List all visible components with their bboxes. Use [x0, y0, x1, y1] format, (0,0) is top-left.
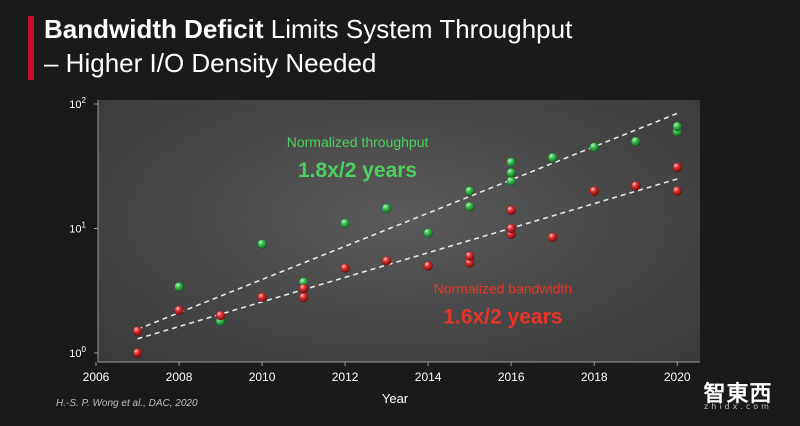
bandwidth-data-point: [672, 162, 683, 173]
bandwidth-growth-rate: 1.6x/2 years: [443, 306, 562, 329]
watermark-url: zhidx.com: [704, 402, 772, 411]
citation: H.-S. P. Wong et al., DAC, 2020: [56, 398, 198, 409]
throughput-series-label: Normalized throughput: [287, 134, 429, 150]
throughput-data-point: [381, 203, 392, 214]
title-rest: Limits System Throughput: [263, 14, 573, 44]
bandwidth-data-point: [464, 251, 475, 261]
y-tick-label: 100: [69, 345, 86, 360]
bandwidth-data-point: [423, 261, 433, 271]
bandwidth-data-point: [340, 263, 350, 274]
title-line-2: – Higher I/O Density Needed: [44, 48, 377, 78]
bandwidth-series-label: Normalized bandwidth: [434, 281, 573, 297]
throughput-growth-rate: 1.8x/2 years: [298, 159, 417, 182]
throughput-data-point: [630, 136, 641, 147]
bandwidth-data-point: [257, 292, 267, 303]
bandwidth-data-point: [506, 205, 517, 216]
bandwidth-data-point: [589, 186, 600, 196]
bandwidth-data-point: [672, 186, 683, 196]
throughput-data-point: [506, 176, 517, 187]
x-tick-label: 2012: [332, 370, 359, 384]
x-tick-label: 2014: [415, 370, 442, 384]
bandwidth-data-point: [630, 181, 641, 191]
bandwidth-data-point: [547, 232, 558, 243]
throughput-data-point: [257, 239, 267, 249]
title-line-1: Bandwidth Deficit Limits System Throughp…: [44, 12, 784, 46]
y-tick-label: 102: [69, 96, 86, 111]
throughput-data-point: [464, 186, 475, 196]
throughput-data-point: [174, 281, 184, 292]
title-bold: Bandwidth Deficit: [44, 14, 264, 44]
throughput-data-point: [672, 121, 683, 132]
trend-line-throughput: [137, 112, 678, 331]
throughput-data-point: [506, 167, 517, 178]
x-tick-label: 2016: [498, 370, 525, 384]
x-tick-label: 2008: [166, 370, 193, 384]
throughput-data-point: [589, 142, 600, 153]
throughput-data-point: [423, 228, 433, 238]
bandwidth-data-point: [506, 223, 517, 234]
watermark-logo: 智東西 zhidx.com: [688, 376, 788, 416]
x-tick-label: 2018: [581, 370, 608, 384]
bandwidth-data-point: [298, 292, 309, 303]
bandwidth-data-point: [298, 283, 309, 294]
throughput-data-point: [340, 218, 350, 229]
throughput-data-point: [547, 152, 558, 163]
bandwidth-data-point: [381, 255, 392, 266]
x-tick-label: 2020: [664, 370, 691, 384]
bandwidth-data-point: [132, 326, 143, 336]
bandwidth-data-point: [174, 305, 184, 316]
x-tick-label: 2010: [249, 370, 276, 384]
slide-title: Bandwidth Deficit Limits System Throughp…: [44, 12, 784, 80]
y-tick-label: 101: [69, 221, 86, 236]
title-accent-bar: [28, 16, 34, 80]
bandwidth-data-point: [132, 348, 143, 358]
throughput-data-point: [464, 201, 475, 212]
watermark-text: 智東西: [703, 382, 773, 407]
throughput-data-point: [506, 157, 517, 168]
x-tick-label: 2006: [83, 370, 110, 384]
trend-line-bandwidth: [137, 178, 678, 340]
bandwidth-data-point: [215, 310, 226, 321]
x-axis-label: Year: [382, 391, 409, 406]
